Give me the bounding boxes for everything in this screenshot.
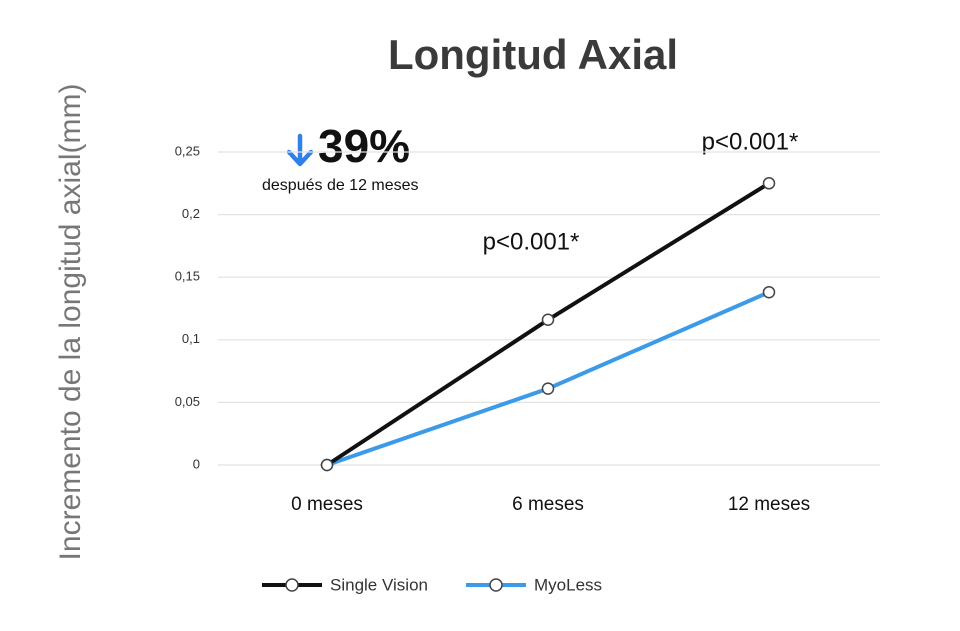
plot-area: 0 0,05 0,1 0,15 0,2 0,25 0 meses 6 meses 12 mese… <box>175 143 880 515</box>
y-tick-label: 0,05 <box>175 394 200 409</box>
down-arrow-icon <box>286 133 314 167</box>
y-tick-label: 0,25 <box>175 143 200 158</box>
y-axis-label: Incremento de la longitud axial(mm) <box>54 84 87 561</box>
x-tick-label: 12 meses <box>728 494 810 515</box>
legend-marker <box>285 578 299 592</box>
annotation-backdrop <box>680 124 820 160</box>
legend: Single Vision MyoLess <box>262 575 602 594</box>
legend-marker <box>489 578 503 592</box>
legend-label: Single Vision <box>330 575 428 594</box>
y-tick-label: 0,15 <box>175 269 200 284</box>
data-point <box>541 382 555 395</box>
p-value-annotation: p<0.001* <box>702 128 799 155</box>
annotation-percent: 39% <box>318 120 410 172</box>
annotation-caption: después de 12 meses <box>262 177 419 194</box>
data-point <box>541 313 555 327</box>
x-tick-label: 6 meses <box>512 494 584 515</box>
data-point <box>320 458 334 472</box>
chart-title: Longitud Axial <box>388 31 678 78</box>
y-tick-label: 0 <box>193 456 200 471</box>
data-point <box>762 177 776 190</box>
reduction-annotation: 39% después de 12 meses <box>262 120 419 194</box>
y-tick-label: 0,1 <box>182 331 200 346</box>
p-value-annotation: p<0.001* <box>483 228 580 255</box>
y-tick-label: 0,2 <box>182 206 200 221</box>
legend-label: MyoLess <box>534 575 602 594</box>
data-point <box>762 285 776 299</box>
x-tick-label: 0 meses <box>291 494 363 515</box>
